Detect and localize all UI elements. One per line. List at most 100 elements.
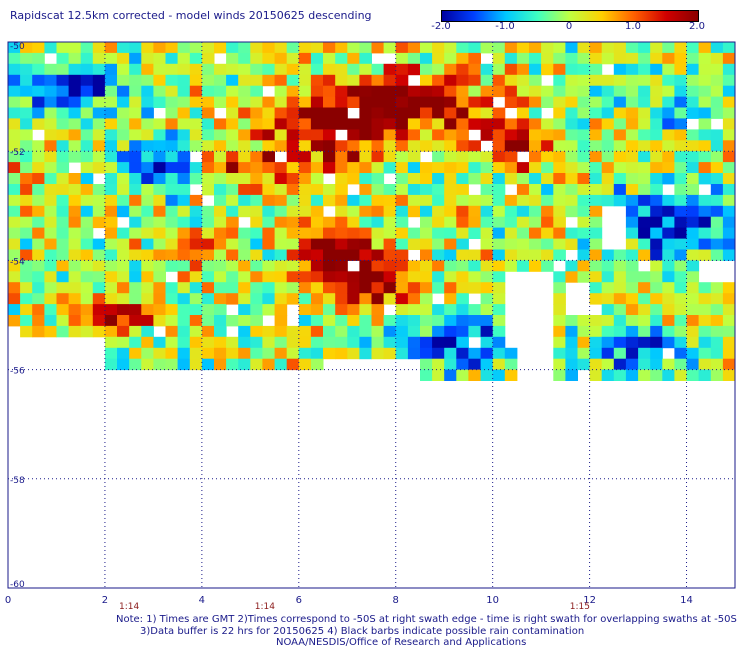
heatmap-cell — [165, 260, 179, 272]
heatmap-cell — [638, 293, 651, 305]
time-label: 1:14 — [255, 602, 275, 612]
heatmap-cell — [214, 194, 227, 207]
heatmap-cell — [407, 107, 421, 119]
heatmap-cell — [286, 336, 300, 349]
heatmap-cell — [117, 194, 130, 207]
heatmap-cell — [323, 129, 336, 141]
heatmap-cell — [141, 293, 154, 305]
heatmap-cell — [153, 194, 166, 207]
heatmap-cell — [674, 369, 687, 381]
heatmap-cell — [504, 358, 518, 371]
heatmap-cell — [589, 194, 603, 207]
heatmap-cell — [420, 336, 433, 349]
heatmap-cell — [56, 107, 70, 119]
heatmap-cell — [662, 52, 675, 65]
heatmap-cell — [56, 162, 70, 174]
heatmap-cell — [613, 304, 627, 316]
heatmap-cell — [444, 52, 457, 65]
heatmap-cell — [698, 315, 712, 327]
heatmap-cell — [274, 74, 288, 87]
heatmap-cell — [310, 249, 324, 261]
heatmap-cell — [8, 107, 21, 119]
heatmap-cell — [80, 216, 94, 229]
heatmap-cell — [80, 205, 94, 218]
heatmap-cell — [432, 325, 445, 338]
heatmap-cell — [214, 315, 227, 327]
heatmap-cell — [577, 260, 591, 272]
heatmap-cell — [201, 260, 215, 272]
heatmap-cell — [104, 162, 118, 174]
heatmap-cell — [565, 162, 578, 174]
heatmap-cell — [104, 151, 118, 163]
heatmap-cell — [323, 107, 336, 119]
heatmap-cell — [153, 271, 166, 283]
heatmap-cell — [129, 282, 142, 294]
heatmap-cell — [177, 325, 191, 338]
heatmap-cell — [359, 304, 372, 316]
heatmap-cell — [56, 194, 70, 207]
heatmap-cell — [238, 162, 251, 174]
heatmap-cell — [565, 42, 578, 54]
heatmap-cell — [250, 304, 263, 316]
heatmap-cell — [68, 205, 82, 218]
heatmap-cell — [722, 52, 736, 65]
heatmap-cell — [165, 107, 179, 119]
heatmap-cell — [335, 271, 348, 283]
heatmap-cell — [129, 63, 142, 76]
heatmap-cell — [698, 249, 712, 261]
heatmap-cell — [8, 42, 21, 54]
heatmap-cell — [286, 151, 300, 163]
heatmap-cell — [625, 260, 639, 272]
heatmap-cell — [480, 358, 494, 371]
heatmap-cell — [189, 96, 203, 108]
heatmap-cell — [492, 173, 506, 185]
heatmap-cell — [117, 173, 130, 185]
heatmap-cell — [456, 85, 469, 98]
heatmap-cell — [129, 173, 142, 185]
heatmap-cell — [650, 42, 663, 54]
heatmap-cell — [8, 205, 21, 218]
heatmap-cell — [492, 227, 506, 239]
heatmap-cell — [504, 129, 518, 141]
heatmap-cell — [662, 74, 675, 87]
heatmap-cell — [359, 325, 372, 338]
heatmap-cell — [20, 129, 33, 141]
heatmap-cell — [298, 249, 312, 261]
heatmap-cell — [44, 238, 57, 250]
heatmap-cell — [383, 249, 397, 261]
heatmap-cell — [347, 96, 360, 108]
heatmap-cell — [274, 42, 288, 54]
heatmap-cell — [529, 129, 542, 141]
heatmap-cell — [674, 205, 687, 218]
heatmap-cell — [177, 85, 191, 98]
heatmap-cell — [214, 293, 227, 305]
heatmap-cell — [141, 162, 154, 174]
heatmap-cell — [420, 282, 433, 294]
heatmap-cell — [238, 118, 251, 130]
heatmap-cell — [625, 42, 639, 54]
heatmap-cell — [32, 227, 45, 239]
heatmap-cell — [226, 271, 239, 283]
heatmap-cell — [141, 42, 154, 54]
heatmap-cell — [686, 129, 700, 141]
heatmap-cell — [686, 358, 700, 371]
heatmap-cell — [383, 184, 397, 196]
heatmap-cell — [456, 260, 469, 272]
heatmap-cell — [274, 315, 288, 327]
heatmap-cell — [371, 96, 385, 108]
heatmap-cell — [201, 227, 215, 239]
heatmap-cell — [589, 238, 603, 250]
note-line-2: 3)Data buffer is 22 hrs for 20150625 4) … — [140, 625, 585, 637]
heatmap-cell — [201, 358, 215, 371]
heatmap-cell — [141, 347, 154, 360]
heatmap-cell — [347, 162, 360, 174]
heatmap-cell — [80, 173, 94, 185]
heatmap-cell — [189, 52, 203, 65]
heatmap-cell — [92, 118, 106, 130]
heatmap-cell — [80, 271, 94, 283]
heatmap-cell — [238, 249, 251, 261]
heatmap-cell — [638, 118, 651, 130]
heatmap-cell — [662, 162, 675, 174]
heatmap-cell — [589, 249, 603, 261]
heatmap-cell — [359, 140, 372, 152]
